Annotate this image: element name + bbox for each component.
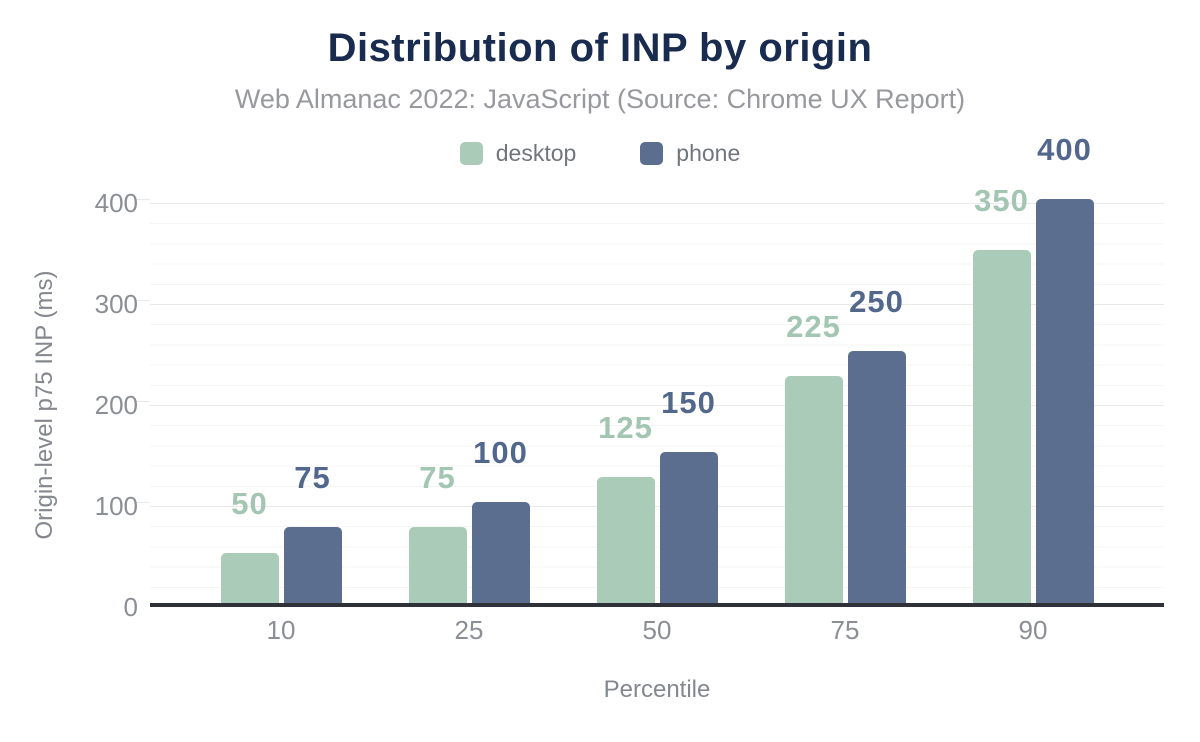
bar-desktop[interactable] — [596, 476, 655, 603]
x-tick-label: 90 — [1018, 615, 1048, 645]
bar-group: 75 100 25 — [408, 203, 530, 643]
bar-slot-phone: 250 — [847, 203, 906, 603]
bar-slot-desktop: 75 — [408, 203, 467, 603]
x-tick-label: 25 — [454, 615, 484, 645]
bar-phone[interactable] — [847, 350, 906, 603]
bar-value-label-desktop: 50 — [231, 485, 268, 521]
plot-area: 50 75 10 75 100 25 125 150 50 225 250 75 350 400 90 — [137, 134, 1164, 643]
y-tick-mark — [137, 502, 150, 503]
x-axis-title: Percentile — [603, 676, 711, 703]
bar-slot-desktop: 225 — [784, 203, 843, 603]
y-tick-mark — [137, 300, 150, 301]
bar-value-label-phone: 400 — [1037, 132, 1092, 167]
bar-desktop[interactable] — [408, 527, 467, 603]
bar-slot-phone: 400 — [1035, 134, 1094, 603]
legend: desktop phone — [0, 140, 1200, 167]
x-tick-label: 10 — [266, 615, 296, 645]
y-tick-mark — [137, 401, 150, 402]
y-tick-label: 200 — [94, 390, 138, 420]
bar-value-label-desktop: 75 — [419, 460, 456, 496]
bar-slot-desktop: 50 — [220, 203, 279, 603]
bar-phone[interactable] — [659, 451, 718, 603]
x-tick-label: 50 — [642, 615, 672, 645]
bar-desktop[interactable] — [784, 375, 843, 603]
desktop-swatch-icon — [459, 142, 483, 165]
legend-item-phone[interactable]: phone — [640, 140, 740, 167]
legend-label-desktop: desktop — [495, 140, 577, 166]
bar-slot-desktop: 125 — [596, 203, 655, 603]
bar-groups: 50 75 10 75 100 25 125 150 50 225 250 75 350 400 90 — [150, 134, 1164, 643]
bar-value-label-phone: 100 — [473, 435, 528, 470]
legend-item-desktop[interactable]: desktop — [459, 140, 577, 167]
chart-subtitle: Web Almanac 2022: JavaScript (Source: Ch… — [234, 84, 966, 114]
legend-label-phone: phone — [676, 140, 741, 166]
bar-group: 225 250 75 — [784, 203, 906, 643]
bar-desktop[interactable] — [220, 552, 279, 603]
bar-phone[interactable] — [283, 527, 342, 603]
bar-group: 125 150 50 — [596, 203, 718, 643]
y-tick-label: 400 — [94, 188, 138, 218]
bar-value-label-phone: 150 — [661, 384, 716, 420]
chart-title: Distribution of INP by origin — [327, 26, 873, 70]
bar-value-label-desktop: 350 — [974, 182, 1029, 218]
bar-slot-phone: 75 — [283, 203, 342, 603]
bar-slot-phone: 150 — [659, 203, 718, 603]
bar-phone[interactable] — [1035, 199, 1094, 603]
y-tick-label: 100 — [94, 491, 138, 521]
y-axis-ticks: 0 100 200 300 400 — [0, 190, 138, 620]
bar-desktop[interactable] — [972, 249, 1031, 603]
bar-value-label-desktop: 225 — [786, 308, 841, 344]
y-tick-label: 0 — [123, 592, 138, 622]
bar-value-label-phone: 250 — [849, 283, 904, 319]
phone-swatch-icon — [640, 142, 664, 165]
bar-group: 50 75 10 — [220, 203, 342, 643]
bar-slot-phone: 100 — [471, 203, 530, 603]
x-tick-label: 75 — [830, 615, 860, 645]
bar-slot-desktop: 350 — [972, 185, 1031, 603]
y-tick-mark — [137, 199, 150, 200]
bar-phone[interactable] — [471, 502, 530, 603]
bar-value-label-phone: 75 — [294, 460, 331, 496]
bar-group: 350 400 90 — [972, 134, 1094, 643]
y-tick-label: 300 — [94, 289, 138, 319]
bar-value-label-desktop: 125 — [598, 409, 653, 445]
